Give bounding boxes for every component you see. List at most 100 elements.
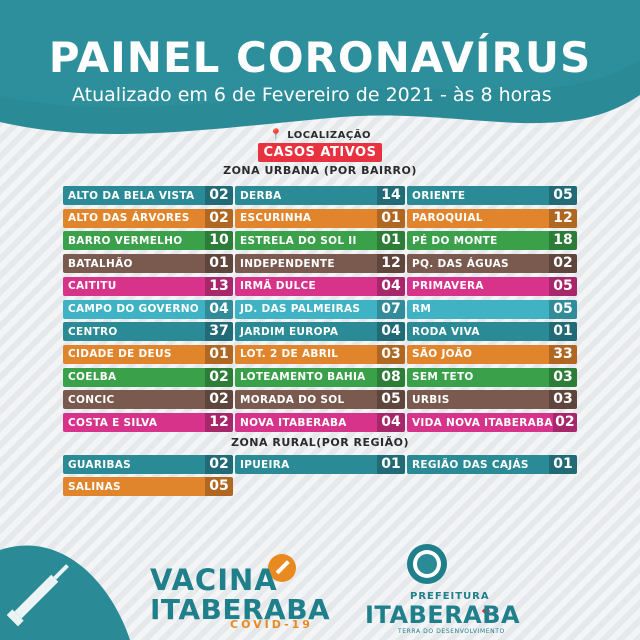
district-name: COELBA xyxy=(68,371,117,384)
district-name: SÃO JOÃO xyxy=(412,348,473,361)
list-item: IRMÃ DULCE 04 xyxy=(235,276,405,296)
district-name: VIDA NOVA ITABERABA xyxy=(412,416,553,429)
case-count: 03 xyxy=(549,390,577,410)
district-name: DERBA xyxy=(240,189,282,202)
case-count: 10 xyxy=(205,231,233,251)
district-name: ESCURINHA xyxy=(240,212,312,225)
district-name: CAMPO DO GOVERNO xyxy=(68,303,200,315)
case-count: 05 xyxy=(377,390,405,410)
list-item: URBIS 03 xyxy=(407,390,577,410)
case-count: 13 xyxy=(205,276,233,296)
case-count: 02 xyxy=(205,367,233,387)
case-count: 08 xyxy=(377,367,405,387)
district-name: BATALHÃO xyxy=(68,257,133,270)
list-item: BARRO VERMELHO 10 xyxy=(63,231,233,251)
district-name: LOT. 2 DE ABRIL xyxy=(240,348,339,361)
list-item: SALINAS 05 xyxy=(63,477,233,496)
case-count: 05 xyxy=(205,477,233,496)
district-name: JARDIM EUROPA xyxy=(240,325,339,338)
case-count: 04 xyxy=(377,322,405,342)
district-name: INDEPENDENTE xyxy=(240,257,335,270)
prefeitura-tagline: TERRA DO DESENVOLVIMENTO xyxy=(398,628,505,635)
location-label: 📍 LOCALIZAÇÃO xyxy=(0,128,640,141)
district-name: RM xyxy=(412,303,432,315)
district-name: CAITITU xyxy=(68,280,117,293)
list-item: RODA VIVA 01 xyxy=(407,322,577,342)
list-item: PRIMAVERA 05 xyxy=(407,276,577,296)
case-count: 02 xyxy=(552,413,577,432)
case-count: 01 xyxy=(377,208,405,228)
district-name: URBIS xyxy=(412,393,450,406)
case-count: 14 xyxy=(377,186,405,205)
syringe-icon xyxy=(6,564,69,627)
footer-art xyxy=(0,544,491,640)
case-count: 02 xyxy=(205,186,233,205)
case-count: 37 xyxy=(205,322,233,342)
district-name: JD. DAS PALMEIRAS xyxy=(240,303,361,315)
case-count: 01 xyxy=(205,344,233,364)
vacina-logo-line3: COVID-19 xyxy=(230,618,313,631)
district-name: ESTRELA DO SOL II xyxy=(240,234,357,247)
list-item: GUARIBAS 02 xyxy=(63,455,233,474)
prefeitura-label: PREFEITURA xyxy=(410,591,490,602)
case-count: 02 xyxy=(205,455,233,474)
district-name: CONCIC xyxy=(68,393,115,406)
case-count: 05 xyxy=(549,299,577,319)
list-item: CAITITU 13 xyxy=(63,276,233,296)
urban-zone-title: ZONA URBANA (POR BAIRRO) xyxy=(223,164,417,177)
district-name: RODA VIVA xyxy=(412,325,480,338)
list-item: REGIÃO DAS CAJÁS 01 xyxy=(407,455,577,474)
district-name: SALINAS xyxy=(68,480,121,493)
case-count: 01 xyxy=(549,455,577,474)
case-count: 02 xyxy=(549,254,577,274)
rural-zone-title: ZONA RURAL(POR REGIÃO) xyxy=(230,436,409,449)
district-name: GUARIBAS xyxy=(68,458,132,471)
list-item: VIDA NOVA ITABERABA 02 xyxy=(407,413,577,432)
list-item: BATALHÃO 01 xyxy=(63,254,233,274)
case-count: 12 xyxy=(549,208,577,228)
case-count: 01 xyxy=(549,322,577,342)
location-pin-icon: 📍 xyxy=(269,128,284,141)
list-item: DERBA 14 xyxy=(235,186,405,205)
district-name: LOTEAMENTO BAHIA xyxy=(240,371,366,384)
case-count: 01 xyxy=(377,231,405,251)
case-count: 02 xyxy=(205,390,233,410)
list-item: ALTO DAS ÁRVORES 02 xyxy=(63,208,233,228)
vacina-logo-line1: VACINA xyxy=(150,563,278,597)
list-item: CENTRO 37 xyxy=(63,322,233,342)
district-name: BARRO VERMELHO xyxy=(68,234,183,247)
list-item: JARDIM EUROPA 04 xyxy=(235,322,405,342)
case-count: 33 xyxy=(549,344,577,364)
list-item: ESTRELA DO SOL II 01 xyxy=(235,231,405,251)
page-subtitle: Atualizado em 6 de Fevereiro de 2021 - à… xyxy=(72,84,552,106)
case-count: 04 xyxy=(377,276,405,296)
district-name: ORIENTE xyxy=(412,189,466,202)
list-item: SÃO JOÃO 33 xyxy=(407,344,577,364)
case-count: 05 xyxy=(549,186,577,205)
list-item: NOVA ITABERABA 04 xyxy=(235,413,405,432)
casos-ativos-badge: CASOS ATIVOS xyxy=(258,143,382,162)
list-item: COSTA E SILVA 12 xyxy=(63,413,233,432)
location-text: LOCALIZAÇÃO xyxy=(287,130,371,141)
district-name: IRMÃ DULCE xyxy=(240,280,317,293)
case-count: 04 xyxy=(205,299,233,319)
list-item: JD. DAS PALMEIRAS 07 xyxy=(235,299,405,319)
case-count: 12 xyxy=(377,254,405,274)
prefeitura-name: ITABERABA xyxy=(365,601,521,629)
list-item: LOT. 2 DE ABRIL 03 xyxy=(235,344,405,364)
header-banner xyxy=(0,0,640,135)
district-name: NOVA ITABERABA xyxy=(240,416,347,429)
district-name: IPUEIRA xyxy=(240,458,290,471)
case-count: 01 xyxy=(377,455,405,474)
list-item: SEM TETO 03 xyxy=(407,367,577,387)
case-count: 03 xyxy=(549,367,577,387)
case-count: 02 xyxy=(205,208,233,228)
list-item: ALTO DA BELA VISTA 02 xyxy=(63,186,233,205)
case-count: 07 xyxy=(377,299,405,319)
list-item: PAROQUIAL 12 xyxy=(407,208,577,228)
case-count: 05 xyxy=(549,276,577,296)
list-item: CONCIC 02 xyxy=(63,390,233,410)
district-name: PAROQUIAL xyxy=(412,212,483,225)
case-count: 03 xyxy=(377,344,405,364)
list-item: ESCURINHA 01 xyxy=(235,208,405,228)
